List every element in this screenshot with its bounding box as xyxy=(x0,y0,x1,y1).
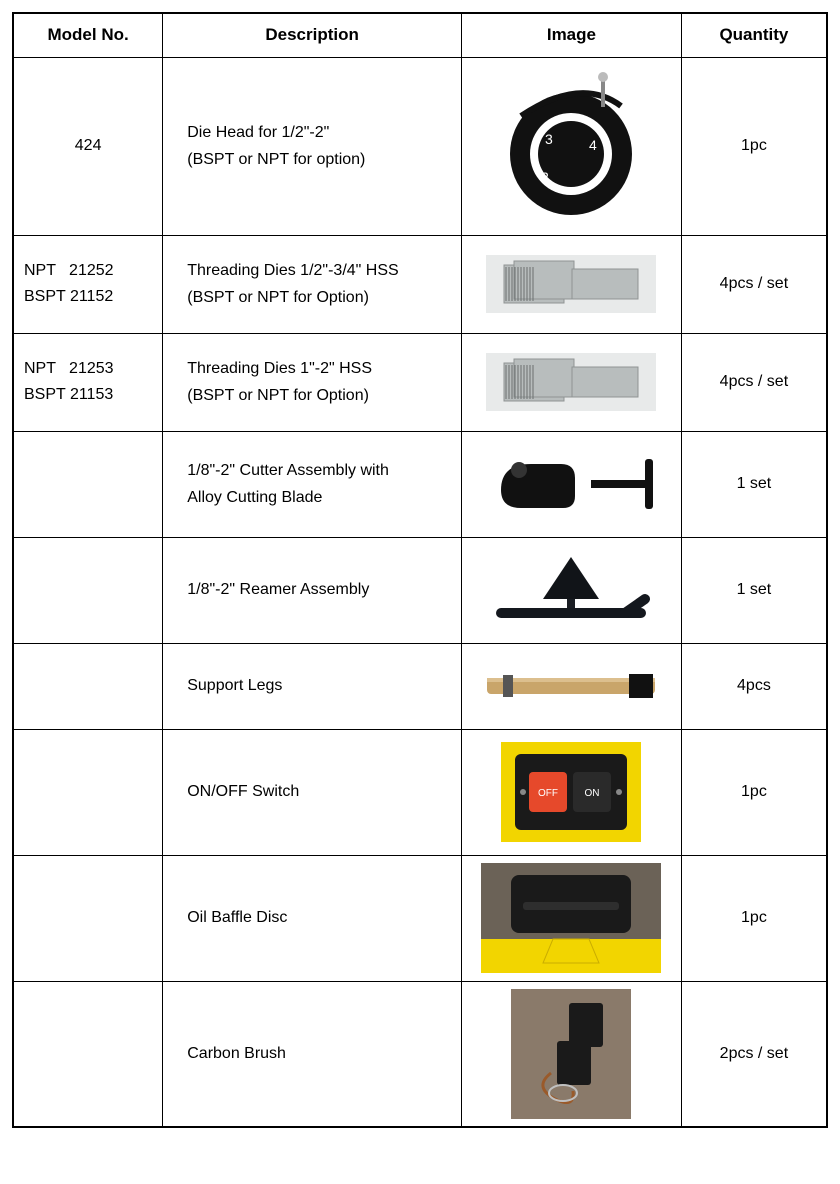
cell-description: 1/8"-2" Reamer Assembly xyxy=(163,537,462,643)
table-row: NPT 21252 BSPT 21152Threading Dies 1/2"-… xyxy=(13,235,827,333)
table-row: NPT 21253 BSPT 21153Threading Dies 1"-2"… xyxy=(13,333,827,431)
cell-description: Threading Dies 1"-2" HSS (BSPT or NPT fo… xyxy=(163,333,462,431)
col-header-model: Model No. xyxy=(13,13,163,57)
reamer-assembly-image xyxy=(481,551,661,629)
on-off-switch-image: OFF ON xyxy=(501,742,641,842)
table-row: Support Legs 4pcs xyxy=(13,643,827,729)
cell-image xyxy=(462,333,682,431)
cell-quantity: 1 set xyxy=(681,431,827,537)
cell-image: 3 4 2 xyxy=(462,57,682,235)
col-header-description: Description xyxy=(163,13,462,57)
cell-description: Oil Baffle Disc xyxy=(163,855,462,981)
cell-image xyxy=(462,537,682,643)
cell-model: 424 xyxy=(13,57,163,235)
cell-quantity: 1pc xyxy=(681,855,827,981)
cell-image xyxy=(462,431,682,537)
cell-model xyxy=(13,643,163,729)
die-head-image: 3 4 2 xyxy=(496,71,646,221)
cell-model xyxy=(13,537,163,643)
table-row: Oil Baffle Disc 1pc xyxy=(13,855,827,981)
support-legs-image xyxy=(481,672,661,700)
svg-text:OFF: OFF xyxy=(538,788,558,799)
col-header-image: Image xyxy=(462,13,682,57)
cell-description: 1/8"-2" Cutter Assembly with Alloy Cutti… xyxy=(163,431,462,537)
cell-model xyxy=(13,981,163,1127)
cell-image: OFF ON xyxy=(462,729,682,855)
cell-quantity: 4pcs xyxy=(681,643,827,729)
cutter-assembly-image xyxy=(481,449,661,519)
cell-image xyxy=(462,235,682,333)
cell-description: Support Legs xyxy=(163,643,462,729)
svg-text:4: 4 xyxy=(589,137,597,153)
table-row: ON/OFF Switch OFF ON 1pc xyxy=(13,729,827,855)
svg-text:2: 2 xyxy=(541,169,549,185)
carbon-brush-image xyxy=(511,989,631,1119)
cell-model xyxy=(13,855,163,981)
oil-baffle-disc-image xyxy=(481,863,661,973)
threading-dies-small-image xyxy=(486,255,656,313)
svg-text:ON: ON xyxy=(585,788,600,799)
cell-quantity: 2pcs / set xyxy=(681,981,827,1127)
cell-description: Carbon Brush xyxy=(163,981,462,1127)
cell-quantity: 4pcs / set xyxy=(681,333,827,431)
cell-model: NPT 21252 BSPT 21152 xyxy=(13,235,163,333)
cell-model xyxy=(13,431,163,537)
cell-image xyxy=(462,981,682,1127)
cell-model xyxy=(13,729,163,855)
col-header-quantity: Quantity xyxy=(681,13,827,57)
table-row: 1/8"-2" Reamer Assembly 1 set xyxy=(13,537,827,643)
cell-image xyxy=(462,855,682,981)
cell-quantity: 4pcs / set xyxy=(681,235,827,333)
header-row: Model No. Description Image Quantity xyxy=(13,13,827,57)
cell-quantity: 1pc xyxy=(681,57,827,235)
svg-text:3: 3 xyxy=(545,131,553,147)
cell-description: ON/OFF Switch xyxy=(163,729,462,855)
cell-quantity: 1 set xyxy=(681,537,827,643)
parts-table: Model No. Description Image Quantity 424… xyxy=(12,12,828,1128)
cell-description: Die Head for 1/2"-2" (BSPT or NPT for op… xyxy=(163,57,462,235)
cell-description: Threading Dies 1/2"-3/4" HSS (BSPT or NP… xyxy=(163,235,462,333)
threading-dies-large-image xyxy=(486,353,656,411)
cell-model: NPT 21253 BSPT 21153 xyxy=(13,333,163,431)
cell-quantity: 1pc xyxy=(681,729,827,855)
table-row: 1/8"-2" Cutter Assembly with Alloy Cutti… xyxy=(13,431,827,537)
table-row: Carbon Brush 2pcs / set xyxy=(13,981,827,1127)
cell-image xyxy=(462,643,682,729)
table-row: 424Die Head for 1/2"-2" (BSPT or NPT for… xyxy=(13,57,827,235)
